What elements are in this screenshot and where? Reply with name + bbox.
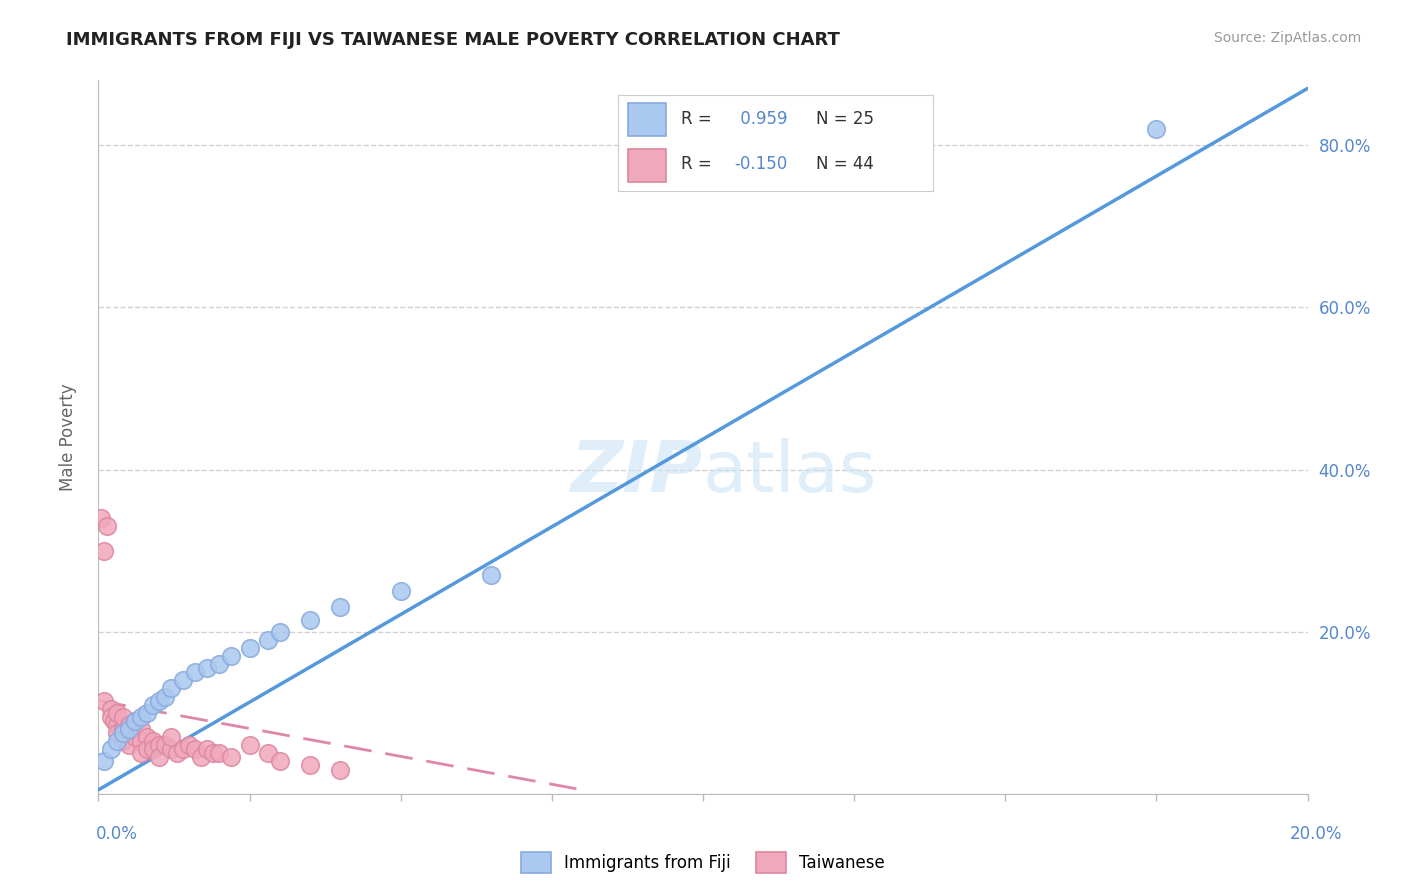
Point — [160, 681, 183, 696]
Point — [195, 661, 218, 675]
Point — [148, 750, 170, 764]
Point — [208, 747, 231, 761]
Point — [96, 519, 118, 533]
Legend: Immigrants from Fiji, Taiwanese: Immigrants from Fiji, Taiwanese — [515, 846, 891, 880]
Point — [118, 726, 141, 740]
Point — [153, 738, 176, 752]
Point — [105, 726, 128, 740]
Point — [166, 747, 188, 761]
Point — [93, 693, 115, 707]
Point — [269, 755, 291, 769]
Point — [124, 714, 146, 728]
Point — [142, 698, 165, 712]
Point — [100, 710, 122, 724]
Point — [100, 702, 122, 716]
Point — [124, 714, 146, 728]
Point — [100, 742, 122, 756]
Text: Source: ZipAtlas.com: Source: ZipAtlas.com — [1213, 31, 1361, 45]
Point — [103, 714, 125, 728]
Point — [190, 750, 212, 764]
Point — [256, 632, 278, 647]
Point — [256, 747, 278, 761]
Point — [184, 665, 207, 680]
Point — [208, 657, 231, 672]
Text: ZIP: ZIP — [571, 438, 703, 508]
Point — [105, 718, 128, 732]
Point — [135, 706, 157, 720]
Point — [202, 747, 225, 761]
Point — [1144, 122, 1167, 136]
Text: 0.0%: 0.0% — [96, 825, 138, 843]
Point — [105, 706, 128, 720]
Point — [124, 730, 146, 744]
Point — [329, 763, 352, 777]
Y-axis label: Male Poverty: Male Poverty — [59, 384, 77, 491]
Point — [148, 738, 170, 752]
Point — [269, 624, 291, 639]
Point — [118, 738, 141, 752]
Point — [105, 734, 128, 748]
Point — [148, 693, 170, 707]
Point — [135, 742, 157, 756]
Point — [153, 690, 176, 704]
Text: 20.0%: 20.0% — [1291, 825, 1343, 843]
Point — [329, 600, 352, 615]
Point — [129, 722, 152, 736]
Point — [142, 734, 165, 748]
Point — [299, 613, 322, 627]
Point — [179, 738, 201, 752]
Point — [118, 718, 141, 732]
Point — [195, 742, 218, 756]
Point — [111, 726, 134, 740]
Point — [481, 568, 503, 582]
Point — [135, 730, 157, 744]
Text: atlas: atlas — [703, 438, 877, 508]
Point — [111, 710, 134, 724]
Point — [142, 742, 165, 756]
Point — [111, 722, 134, 736]
Point — [221, 648, 243, 663]
Point — [93, 543, 115, 558]
Text: IMMIGRANTS FROM FIJI VS TAIWANESE MALE POVERTY CORRELATION CHART: IMMIGRANTS FROM FIJI VS TAIWANESE MALE P… — [66, 31, 839, 49]
Point — [160, 742, 183, 756]
Point — [160, 730, 183, 744]
Point — [90, 511, 112, 525]
Point — [184, 742, 207, 756]
Point — [111, 734, 134, 748]
Point — [93, 755, 115, 769]
Point — [129, 734, 152, 748]
Point — [129, 710, 152, 724]
Point — [172, 742, 194, 756]
Point — [389, 584, 412, 599]
Point — [118, 722, 141, 736]
Point — [299, 758, 322, 772]
Point — [221, 750, 243, 764]
Point — [172, 673, 194, 688]
Point — [129, 747, 152, 761]
Point — [239, 640, 262, 655]
Point — [239, 738, 262, 752]
